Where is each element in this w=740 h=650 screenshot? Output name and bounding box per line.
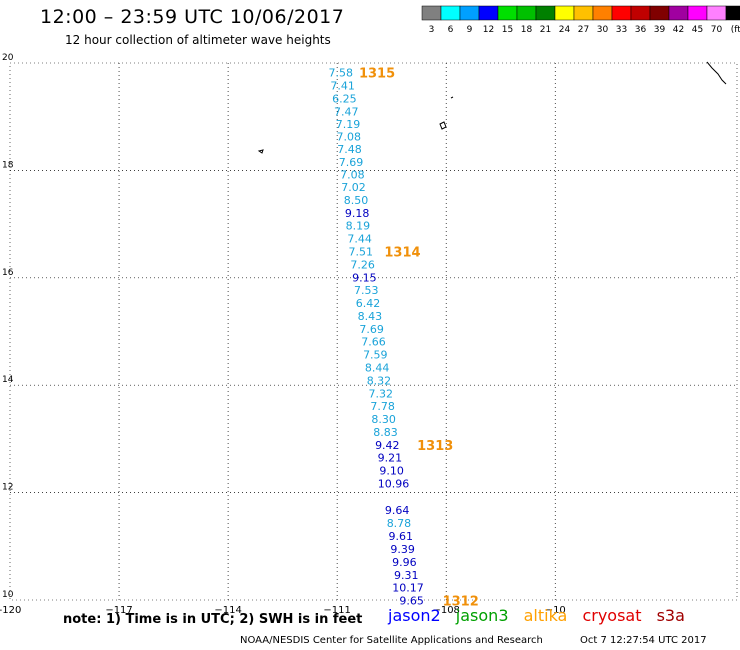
pass-annotations: 1315 1314 1313 1312 xyxy=(359,67,479,610)
colorbar-label: 36 xyxy=(635,25,647,35)
wave-height-point-jason3: 7.32 xyxy=(369,387,394,400)
x-tick-label: −108 xyxy=(432,605,459,615)
wave-height-map: -120 −117 −114 −111 −108 −10 10 12 14 16 18 20 7.58… xyxy=(0,53,738,615)
wave-height-point-jason3: 7.08 xyxy=(337,131,362,144)
wave-height-point-jason2: 10.96 xyxy=(378,477,410,490)
coastline xyxy=(706,61,727,85)
wave-height-point-jason3: 7.66 xyxy=(361,336,386,349)
island xyxy=(450,96,454,99)
island xyxy=(439,121,447,130)
colorbar-label: 18 xyxy=(521,25,533,35)
wave-height-point-jason3: 8.30 xyxy=(371,413,396,426)
data-points: 7.587.416.257.477.197.087.487.697.087.02… xyxy=(329,67,424,608)
legend-item-jason2: jason2 xyxy=(388,606,441,625)
chart-subtitle: 12 hour collection of altimeter wave hei… xyxy=(65,33,331,47)
legend-item-s3a: s3a xyxy=(656,606,685,625)
legend-item-cryosat: cryosat xyxy=(582,606,642,625)
x-tick-label: −10 xyxy=(545,605,566,615)
coastline-features xyxy=(257,61,727,154)
wave-height-point-jason3: 7.53 xyxy=(354,284,379,297)
wave-height-point-jason2: 9.21 xyxy=(378,452,403,465)
colorbar-label: 30 xyxy=(597,25,609,35)
colorbar-label: 45 xyxy=(692,25,703,35)
wave-height-point-jason3: 8.44 xyxy=(365,361,390,374)
x-tick-label: -120 xyxy=(0,605,21,615)
wave-height-point-jason3: 7.44 xyxy=(347,233,372,246)
wave-height-point-jason2: 9.15 xyxy=(352,271,377,284)
wave-height-point-jason3: 7.02 xyxy=(341,181,366,194)
units-note: note: 1) Time is in UTC; 2) SWH is in fe… xyxy=(63,612,363,627)
y-tick-label: 12 xyxy=(2,483,13,493)
y-tick-label: 18 xyxy=(2,160,14,170)
wave-height-point-jason2: 9.10 xyxy=(379,465,404,478)
pass-time-annotation: 1314 xyxy=(384,245,420,260)
y-tick-label: 16 xyxy=(2,268,14,278)
colorbar-label: (ft) xyxy=(731,25,740,35)
wave-height-point-jason2: 9.96 xyxy=(392,556,417,569)
colorbar-label: 24 xyxy=(559,25,571,35)
colorbar-label: 12 xyxy=(483,25,494,35)
colorbar-label: 9 xyxy=(467,25,473,35)
wave-height-point-jason3: 6.25 xyxy=(332,92,357,105)
wave-height-point-jason3: 7.51 xyxy=(349,245,374,258)
wave-height-point-jason3: 7.19 xyxy=(336,118,361,131)
pass-time-annotation: 1315 xyxy=(359,67,395,82)
wave-height-point-jason2: 9.64 xyxy=(385,504,410,517)
wave-height-point-jason3: 7.41 xyxy=(330,80,355,93)
wave-height-point-jason2: 9.61 xyxy=(389,530,414,543)
wave-height-point-jason3: 7.47 xyxy=(334,105,359,118)
pass-time-annotation: 1313 xyxy=(417,439,453,454)
wave-height-point-jason2: 9.18 xyxy=(345,207,370,220)
wave-height-point-jason3: 7.59 xyxy=(363,349,388,362)
grid-lines xyxy=(9,62,738,601)
wave-height-point-jason3: 8.50 xyxy=(344,194,369,207)
wave-height-point-jason2: 9.42 xyxy=(375,439,400,452)
y-tick-label: 14 xyxy=(2,375,14,385)
chart-title: 12:00 – 23:59 UTC 10/06/2017 xyxy=(40,6,345,28)
wave-height-point-jason3: 8.43 xyxy=(358,310,383,323)
wave-height-point-jason3: 7.08 xyxy=(340,169,365,182)
axes: -120 −117 −114 −111 −108 −10 10 12 14 16 18 20 xyxy=(0,53,566,615)
colorbar-label: 70 xyxy=(711,25,723,35)
wave-height-point-jason2: 10.17 xyxy=(392,582,424,595)
generation-timestamp: Oct 7 12:27:54 UTC 2017 xyxy=(580,635,707,646)
colorbar-label: 39 xyxy=(654,25,666,35)
wave-height-point-jason3: 7.69 xyxy=(339,156,364,169)
colorbar-label: 27 xyxy=(578,25,589,35)
wave-height-point-jason3: 8.32 xyxy=(367,374,392,387)
pass-time-annotation: 1312 xyxy=(443,595,479,610)
wave-height-point-jason3: 7.69 xyxy=(359,323,384,336)
wave-height-point-jason2: 9.39 xyxy=(390,543,415,556)
colorbar-label: 21 xyxy=(540,25,551,35)
y-tick-label: 10 xyxy=(2,590,14,600)
wave-height-point-jason3: 8.83 xyxy=(373,426,398,439)
legend-item-altika: altika xyxy=(523,606,568,625)
credit-line: NOAA/NESDIS Center for Satellite Applica… xyxy=(240,635,543,646)
x-tick-label: −117 xyxy=(105,605,132,615)
wave-height-point-jason3: 8.78 xyxy=(387,517,412,530)
x-tick-label: −114 xyxy=(214,605,241,615)
colorbar-label: 6 xyxy=(448,25,454,35)
wave-height-point-jason3: 7.26 xyxy=(350,258,375,271)
colorbar-label: 33 xyxy=(616,25,627,35)
colorbar-label: 42 xyxy=(673,25,684,35)
wave-height-point-jason3: 6.42 xyxy=(356,297,381,310)
wave-height-point-jason3: 7.58 xyxy=(329,67,354,80)
satellite-legend: jason2 jason3 altika cryosat s3a xyxy=(388,606,695,625)
colorbar-label: 15 xyxy=(502,25,513,35)
x-tick-label: −111 xyxy=(323,605,350,615)
colorbar-label: 3 xyxy=(429,25,435,35)
wave-height-point-jason2: 9.65 xyxy=(399,595,424,608)
y-tick-label: 20 xyxy=(2,53,14,63)
wave-height-point-jason2: 9.31 xyxy=(394,569,419,582)
wave-height-point-jason3: 8.19 xyxy=(346,220,371,233)
wave-height-point-jason3: 7.78 xyxy=(370,400,395,413)
colorbar-swatch xyxy=(725,5,740,21)
legend-item-jason3: jason3 xyxy=(455,606,509,625)
wave-height-point-jason3: 7.48 xyxy=(337,143,362,156)
island xyxy=(257,149,264,154)
